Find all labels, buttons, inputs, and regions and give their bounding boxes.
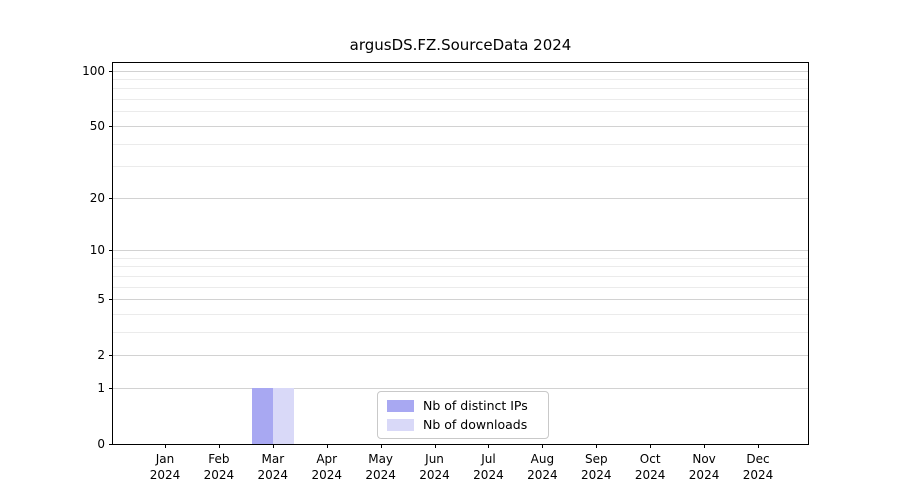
legend-label-distinct-ips: Nb of distinct IPs — [423, 398, 528, 413]
x-axis-tick-label: Oct 2024 — [634, 452, 666, 482]
gridline-minor — [113, 313, 808, 315]
gridline-minor — [113, 99, 808, 101]
x-axis-tick — [542, 444, 544, 448]
x-axis-tick — [165, 444, 166, 448]
bar-nb-of-distinct-ips — [251, 387, 273, 444]
x-axis-tick-label: Dec 2024 — [742, 452, 774, 482]
y-axis-tick — [109, 299, 113, 301]
x-axis-tick-label: Mar 2024 — [257, 452, 289, 482]
x-axis-tick — [272, 444, 274, 448]
legend-swatch-downloads-icon — [387, 418, 414, 431]
gridline-minor — [113, 266, 808, 268]
y-axis-tick-label: 1 — [97, 380, 105, 395]
plot-frame — [112, 62, 809, 445]
y-axis-tick-label: 100 — [82, 63, 105, 78]
x-axis-tick-label: Jan 2024 — [149, 452, 181, 482]
y-axis-tick — [109, 70, 113, 72]
y-axis-tick — [109, 387, 113, 389]
y-axis-tick-label: 5 — [97, 292, 105, 307]
gridline-major — [113, 250, 808, 251]
x-axis-tick-label: May 2024 — [365, 452, 396, 482]
x-axis-tick-label: Aug 2024 — [527, 452, 558, 482]
legend-label-downloads: Nb of downloads — [423, 417, 528, 432]
x-axis-tick-label: Apr 2024 — [311, 452, 342, 482]
y-axis-tick-label: 0 — [97, 437, 105, 451]
x-axis-tick-label: Feb 2024 — [203, 452, 235, 482]
bar-nb-of-downloads — [272, 387, 294, 444]
x-axis-tick-label: Jul 2024 — [473, 452, 504, 482]
legend: Nb of distinct IPs Nb of downloads — [377, 391, 549, 439]
legend-item-distinct-ips: Nb of distinct IPs — [387, 398, 540, 413]
gridline-minor — [113, 166, 808, 168]
gridline-minor — [113, 88, 808, 90]
legend-item-downloads: Nb of downloads — [387, 417, 540, 432]
y-axis-tick — [109, 125, 113, 127]
x-axis-tick — [758, 444, 759, 448]
y-axis-tick — [109, 355, 113, 357]
x-axis-tick-label: Jun 2024 — [419, 452, 450, 482]
gridline-minor — [113, 257, 808, 259]
y-axis-tick-label: 50 — [89, 118, 105, 133]
y-axis-tick-label: 10 — [89, 243, 105, 257]
x-axis-tick — [380, 444, 382, 448]
gridline-minor — [113, 79, 808, 81]
gridline-major — [113, 70, 808, 72]
x-axis-tick — [596, 444, 598, 448]
gridline-minor — [113, 275, 808, 277]
x-axis-tick — [326, 444, 328, 448]
x-axis-tick-label: Sep 2024 — [580, 452, 612, 482]
gridline-major — [113, 125, 808, 127]
x-axis-tick — [650, 444, 652, 448]
gridline-major — [113, 355, 808, 357]
gridline-minor — [113, 111, 808, 113]
x-axis-tick — [704, 444, 706, 448]
y-axis-tick — [109, 444, 113, 445]
gridline-minor — [113, 143, 808, 145]
x-axis-tick — [488, 444, 490, 448]
y-axis-tick — [109, 197, 113, 199]
x-axis-tick — [434, 444, 436, 448]
gridline-minor — [113, 286, 808, 288]
chart-title: argusDS.FZ.SourceData 2024 — [349, 36, 572, 54]
y-axis-tick — [109, 250, 113, 251]
gridline-major — [113, 387, 808, 389]
x-axis-tick-label: Nov 2024 — [688, 452, 720, 482]
x-axis-tick — [218, 444, 220, 448]
y-axis-tick-label: 20 — [89, 190, 105, 205]
gridline-major — [113, 197, 808, 199]
gridline-major — [113, 299, 808, 301]
legend-swatch-distinct-ips-icon — [387, 399, 414, 412]
gridline-minor — [113, 331, 808, 333]
y-axis-tick-label: 2 — [97, 348, 105, 363]
